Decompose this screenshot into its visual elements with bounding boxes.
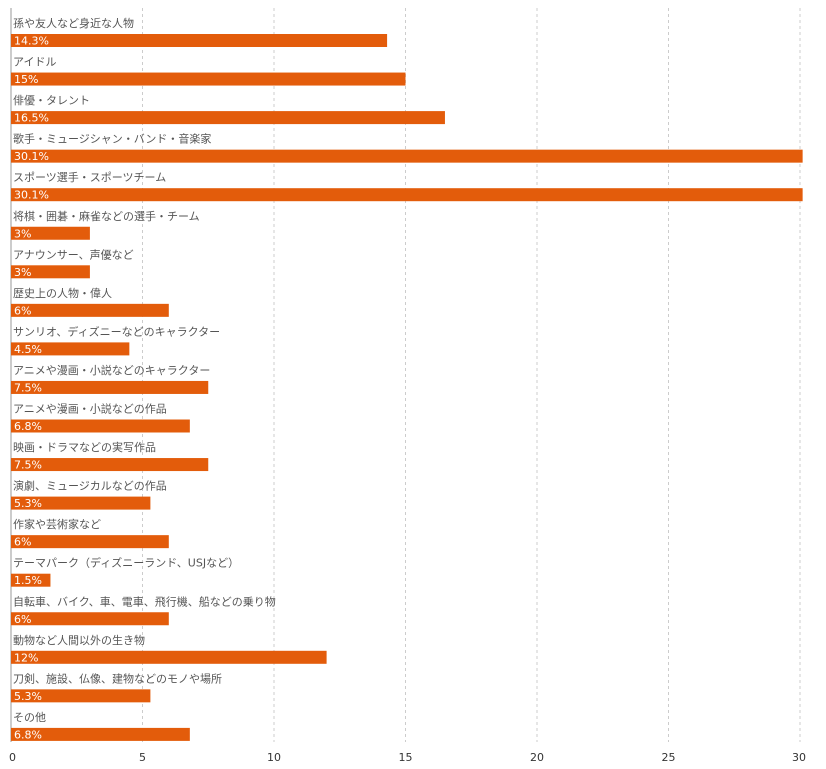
x-axis-ticks: 0 5 10 15 20 25 30: [9, 751, 806, 764]
bars-layer: 孫や友人など身近な人物 14.3% アイドル 15% 俳優・タレント 16.5% 歌手・ミュ…: [11, 16, 803, 741]
category-label: その他: [13, 711, 46, 724]
category-label: アイドル: [13, 56, 56, 69]
data-label: 6.8%: [14, 728, 42, 741]
data-label: 15%: [14, 73, 38, 86]
bar-row: 刀剣、施設、仏像、建物などのモノや場所 5.3%: [11, 671, 222, 703]
data-label: 6%: [14, 304, 31, 317]
data-label: 5.3%: [14, 690, 42, 703]
category-label: アニメや漫画・小説などの作品: [13, 402, 167, 416]
x-tick-label: 20: [530, 751, 544, 764]
data-label: 6%: [14, 613, 31, 626]
x-tick-label: 5: [139, 751, 146, 764]
bar-row: 俳優・タレント 16.5%: [11, 94, 445, 125]
bar-row: 歴史上の人物・偉人 6%: [11, 286, 169, 317]
category-label: 孫や友人など身近な人物: [13, 16, 134, 30]
bar-row: 将棋・囲碁・麻雀などの選手・チーム 3%: [11, 209, 200, 240]
bar: [11, 689, 151, 703]
category-label: テーマパーク（ディズニーランド、USJなど）: [13, 556, 239, 570]
category-label: 映画・ドラマなどの実写作品: [13, 440, 156, 454]
category-label: アニメや漫画・小説などのキャラクター: [13, 363, 210, 377]
category-label: 動物など人間以外の生き物: [13, 633, 145, 647]
bar-row: アニメや漫画・小説などのキャラクター 7.5%: [11, 363, 210, 394]
x-tick-label: 0: [9, 751, 16, 764]
x-tick-label: 30: [792, 751, 806, 764]
x-tick-label: 10: [267, 751, 281, 764]
bar: [11, 34, 388, 47]
bar: [11, 226, 90, 240]
bar: [11, 535, 169, 549]
data-label: 7.5%: [14, 381, 42, 394]
bar: [11, 419, 190, 433]
bar-row: 作家や芸術家など 6%: [11, 517, 169, 549]
bar-row: アナウンサー、声優など 3%: [11, 247, 134, 279]
data-label: 12%: [14, 651, 38, 664]
data-label: 3%: [14, 227, 31, 240]
bar: [11, 303, 169, 317]
data-label: 3%: [14, 266, 31, 279]
x-tick-label: 25: [662, 751, 676, 764]
bar: [11, 650, 327, 664]
category-label: 作家や芸術家など: [13, 517, 101, 531]
bar: [11, 612, 169, 626]
category-label: 将棋・囲碁・麻雀などの選手・チーム: [13, 209, 200, 223]
data-label: 30.1%: [14, 150, 49, 163]
category-label: アナウンサー、声優など: [13, 247, 134, 261]
bar: [11, 72, 406, 86]
bar-row: アイドル 15%: [11, 56, 406, 86]
bar-row: 動物など人間以外の生き物 12%: [11, 633, 327, 664]
category-label: 歴史上の人物・偉人: [13, 286, 112, 300]
data-label: 4.5%: [14, 343, 42, 356]
category-label: 歌手・ミュージシャン・バンド・音楽家: [13, 132, 211, 146]
category-label: サンリオ、ディズニーなどのキャラクター: [13, 324, 220, 338]
bar-row: その他 6.8%: [11, 711, 190, 741]
data-label: 1.5%: [14, 574, 42, 587]
bar: [11, 573, 51, 587]
data-label: 7.5%: [14, 459, 42, 472]
data-label: 30.1%: [14, 189, 49, 202]
bar-row: 自転車、バイク、車、電車、飛行機、船などの乗り物 6%: [11, 594, 276, 626]
data-label: 14.3%: [14, 35, 49, 48]
bar-row: 孫や友人など身近な人物 14.3%: [11, 16, 388, 48]
data-label: 6.8%: [14, 420, 42, 433]
bar: [11, 111, 445, 125]
bar-row: サンリオ、ディズニーなどのキャラクター 4.5%: [11, 324, 220, 356]
bar-row: 映画・ドラマなどの実写作品 7.5%: [11, 440, 209, 472]
category-label: 演劇、ミュージカルなどの作品: [13, 479, 167, 493]
category-label: 自転車、バイク、車、電車、飛行機、船などの乗り物: [13, 594, 276, 608]
bar-row: テーマパーク（ディズニーランド、USJなど） 1.5%: [11, 556, 239, 587]
category-label: 刀剣、施設、仏像、建物などのモノや場所: [13, 671, 222, 685]
bar: [11, 265, 90, 279]
x-tick-label: 15: [399, 751, 413, 764]
bar: [11, 149, 803, 163]
bar: [11, 496, 151, 510]
bar: [11, 188, 803, 202]
bar: [11, 727, 190, 741]
bar-row: 歌手・ミュージシャン・バンド・音楽家 30.1%: [11, 132, 803, 163]
data-label: 5.3%: [14, 497, 42, 510]
bar-row: アニメや漫画・小説などの作品 6.8%: [11, 402, 190, 433]
bar-row: スポーツ選手・スポーツチーム 30.1%: [11, 170, 803, 202]
category-label: 俳優・タレント: [13, 94, 90, 107]
bar-row: 演劇、ミュージカルなどの作品 5.3%: [11, 479, 167, 510]
category-label: スポーツ選手・スポーツチーム: [13, 170, 166, 184]
bar: [11, 380, 209, 394]
bar: [11, 342, 130, 356]
data-label: 6%: [14, 536, 31, 549]
bar: [11, 458, 209, 472]
data-label: 16.5%: [14, 112, 49, 125]
